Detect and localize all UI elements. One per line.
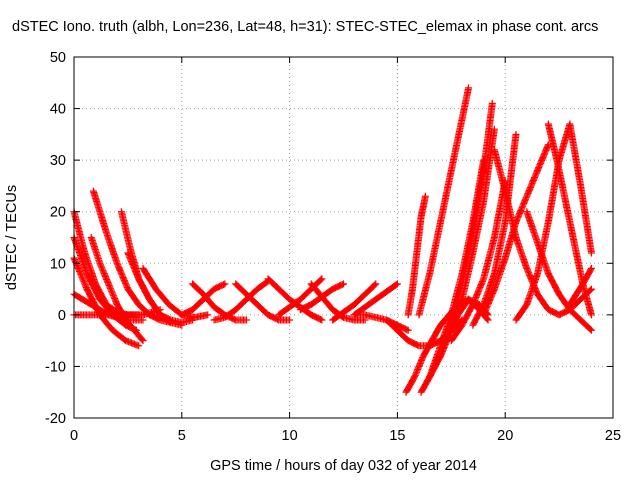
arc-series [404,192,429,319]
arc-markers [87,234,147,345]
arc-series [87,234,147,345]
x-axis-label: GPS time / hours of day 032 of year 2014 [210,458,477,474]
arc-markers [124,249,197,327]
y-axis-label: dSTEC / TECUs [4,185,20,290]
arc-series [490,146,595,319]
x-tick-label: 0 [70,428,78,444]
arc-series [447,125,498,334]
x-tick-label: 15 [389,428,405,444]
arc-series [232,280,294,324]
arc-markers [232,280,294,324]
arc-markers [437,99,496,360]
arc-series [124,249,197,327]
y-tick-label: 50 [50,50,66,66]
y-tick-label: 10 [50,256,66,272]
arc-series [523,208,595,334]
y-tick-label: 30 [50,153,66,169]
arc-markers [566,264,595,308]
x-tick-label: 10 [282,428,298,444]
arc-markers [447,125,498,334]
y-tick-label: 40 [50,102,66,118]
arc-series [437,99,496,360]
y-tick-label: -20 [45,411,66,427]
axis-ticks: 0 5 10 15 20 25 -20 -10 0 10 20 30 40 50 [45,50,621,444]
arc-markers [480,141,552,319]
plot-frame [73,56,614,419]
arc-series [329,280,380,324]
arc-markers [89,187,175,327]
y-tick-label: 20 [50,205,66,221]
arc-markers [523,208,595,334]
arc-series [89,187,175,327]
arc-series [566,264,595,308]
x-tick-label: 25 [605,428,621,444]
arc-series [447,177,509,345]
arc-markers [447,177,509,345]
arc-markers [415,84,472,319]
grid [74,57,613,418]
y-tick-label: -10 [45,359,66,375]
y-tick-label: 0 [58,308,66,324]
arc-markers [490,146,595,319]
arc-series [415,84,472,319]
arc-markers [544,120,595,319]
x-tick-label: 5 [178,428,186,444]
data-points [70,84,595,396]
chart-title: dSTEC Iono. truth (albh, Lon=236, Lat=48… [12,19,598,35]
x-tick-label: 20 [497,428,513,444]
arc-series [544,120,595,319]
arc-series [480,141,552,319]
arc-markers [329,280,380,324]
arc-markers [404,192,429,319]
